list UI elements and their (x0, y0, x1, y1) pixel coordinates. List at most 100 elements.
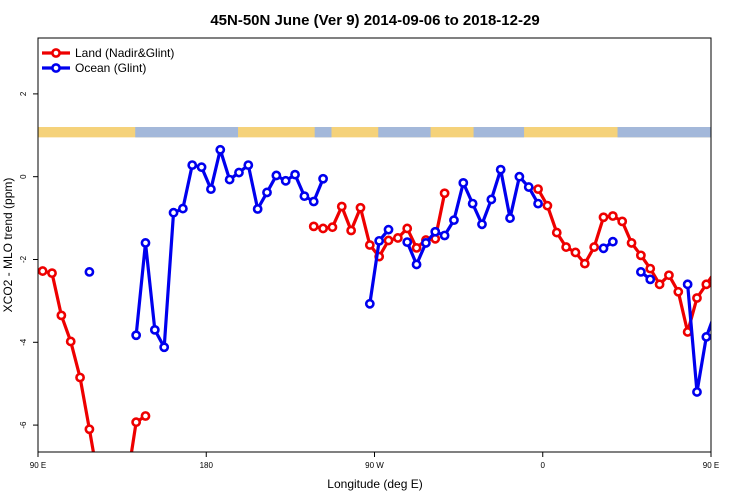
data-point (570, 247, 581, 258)
data-point (673, 286, 684, 297)
data-point (439, 188, 450, 199)
data-point (579, 258, 590, 269)
data-point (523, 182, 534, 192)
data-point (355, 202, 366, 213)
data-point (140, 411, 151, 421)
ocean-band-segment (617, 127, 711, 138)
data-point (617, 216, 628, 227)
x-tick-label: 90 W (365, 461, 384, 470)
x-tick-label: 180 (200, 461, 214, 470)
data-point (626, 238, 637, 248)
data-point (131, 330, 142, 341)
data-point (47, 268, 57, 279)
data-point (318, 173, 328, 184)
data-point (692, 387, 702, 397)
data-point (458, 177, 469, 188)
data-point (123, 479, 130, 486)
data-point (252, 204, 263, 214)
data-point (196, 162, 207, 173)
data-point (177, 203, 188, 214)
data-point (645, 263, 656, 274)
surface-type-band (38, 127, 711, 138)
data-point (75, 372, 85, 383)
legend-label: Land (Nadir&Glint) (75, 46, 174, 60)
data-point (327, 222, 338, 233)
data-point (449, 215, 459, 226)
data-point (533, 184, 543, 195)
data-point (308, 221, 319, 232)
y-axis-label: XCO2 - MLO trend (ppm) (1, 178, 15, 313)
data-point (411, 259, 422, 270)
data-point (589, 242, 600, 252)
data-point (682, 279, 693, 290)
data-point (140, 238, 151, 248)
data-point (308, 196, 319, 207)
legend: Land (Nadir&Glint)Ocean (Glint) (42, 46, 174, 75)
ocean-band-segment (135, 127, 239, 138)
legend-item: Land (Nadir&Glint) (42, 46, 174, 60)
data-point (607, 211, 618, 221)
data-point (701, 279, 711, 290)
legend-marker (51, 63, 61, 73)
data-point (364, 240, 375, 250)
data-point (38, 266, 48, 276)
series-layer (38, 144, 747, 486)
y-tick-label: 2 (19, 91, 28, 96)
data-point (392, 233, 403, 243)
data-point (402, 223, 413, 234)
data-point (84, 267, 95, 277)
ocean-band-segment (314, 127, 332, 138)
data-point (710, 269, 711, 273)
data-point (635, 250, 646, 261)
legend-item: Ocean (Glint) (42, 61, 146, 75)
data-point (318, 223, 328, 234)
ocean-band-segment (473, 127, 525, 138)
data-point (95, 479, 102, 486)
data-point (299, 191, 310, 202)
data-point (607, 236, 618, 247)
data-point (65, 336, 76, 347)
legend-label: Ocean (Glint) (75, 61, 146, 75)
land-band (38, 127, 711, 138)
data-point (243, 160, 254, 170)
data-point (131, 417, 142, 428)
data-point (383, 235, 394, 246)
x-axis: 90 E 180 90 W 0 90 E (30, 452, 719, 470)
data-point (234, 167, 244, 178)
data-point (664, 270, 674, 281)
data-point (346, 225, 357, 236)
x-tick-label: 90 E (703, 461, 719, 470)
ocean-band-segment (378, 127, 431, 138)
y-tick-label: 0 (19, 174, 28, 179)
data-point (731, 312, 738, 319)
data-point (374, 235, 385, 246)
data-point (206, 184, 216, 195)
data-point (635, 267, 646, 277)
data-point (271, 170, 282, 181)
y-axis: -6 -4 -2 0 2 (19, 91, 38, 429)
y-tick-label: -6 (19, 421, 28, 429)
data-point (224, 174, 235, 185)
data-point (262, 187, 272, 198)
data-point (187, 160, 198, 170)
x-axis-label: Longitude (deg E) (327, 477, 422, 491)
data-point (402, 237, 413, 248)
data-point (159, 342, 170, 353)
data-point (336, 201, 347, 212)
data-point (149, 324, 160, 335)
data-point (430, 226, 441, 237)
data-point (514, 171, 525, 182)
data-point (740, 338, 747, 345)
data-point (84, 424, 95, 435)
data-point (439, 230, 450, 241)
series-line (536, 188, 711, 334)
data-point (280, 175, 291, 186)
data-point (551, 227, 562, 238)
data-point (533, 198, 543, 209)
data-point (215, 144, 226, 155)
series-line (42, 269, 95, 452)
y-tick-label: -2 (19, 255, 28, 263)
data-point (505, 213, 515, 223)
y-tick-label: -4 (19, 338, 28, 346)
